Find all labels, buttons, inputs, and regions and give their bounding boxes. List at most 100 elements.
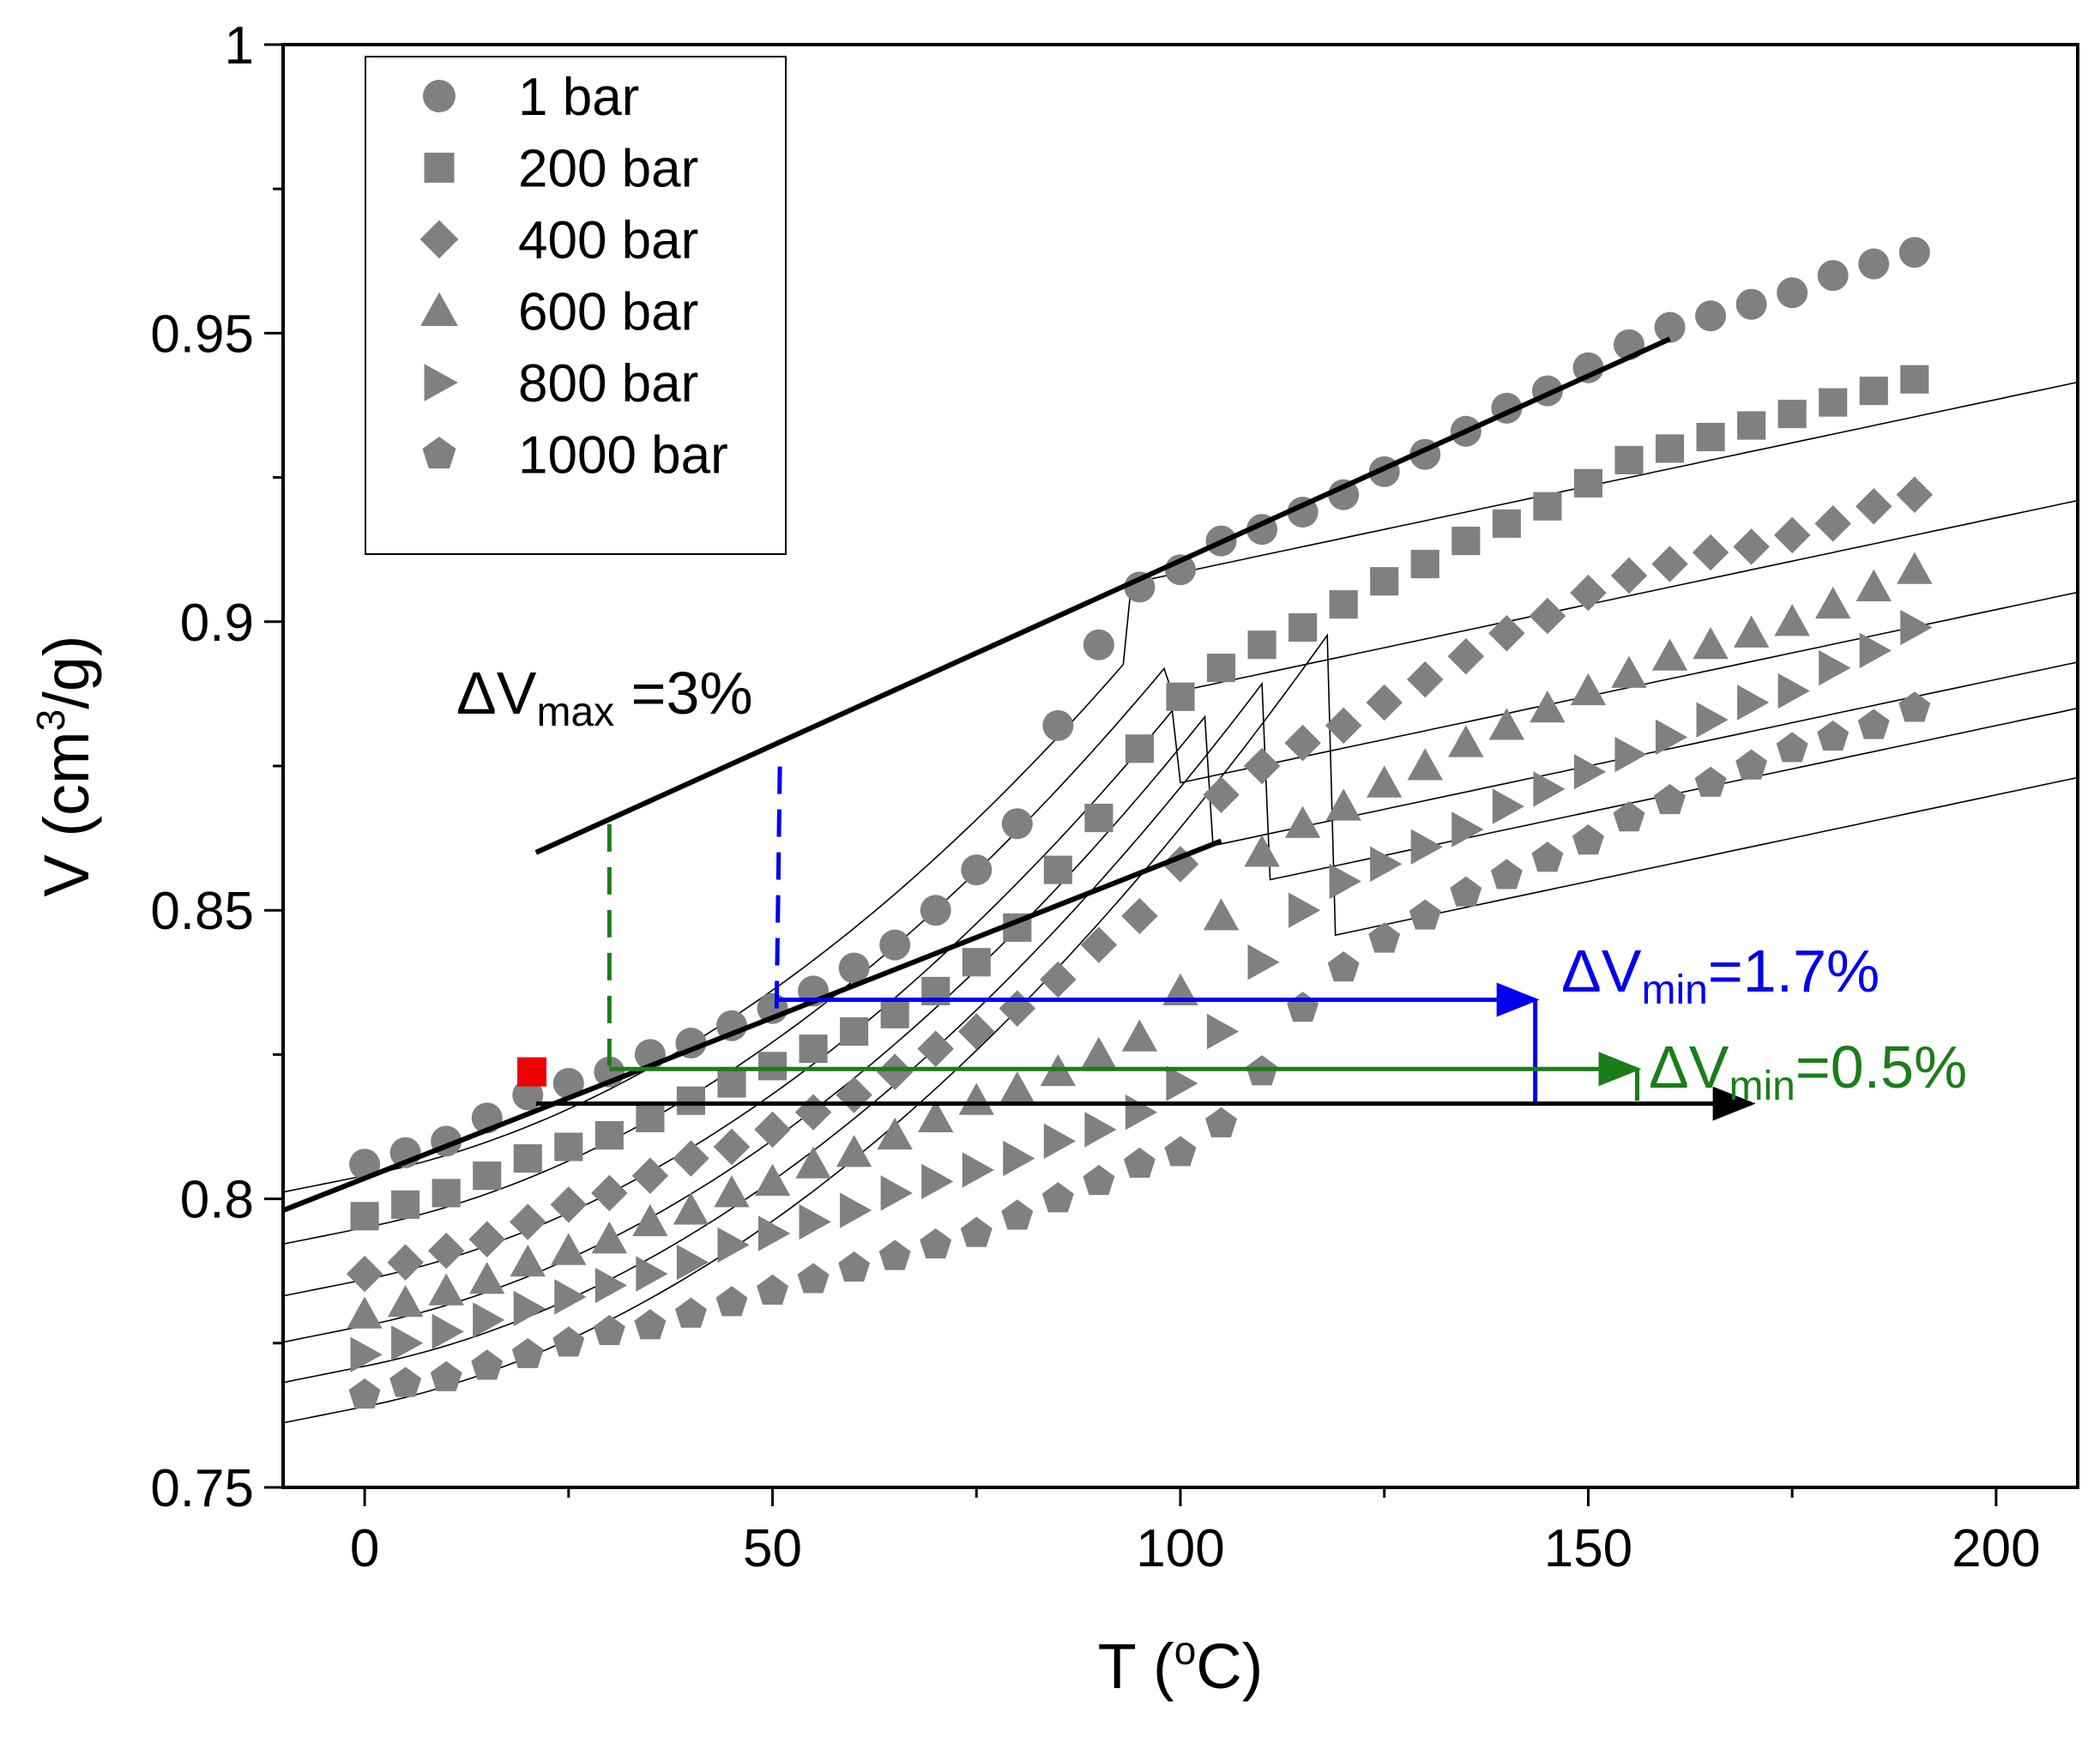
legend-marker — [423, 80, 456, 112]
data-point — [510, 1203, 546, 1240]
data-point — [1897, 552, 1933, 584]
y-axis-title: V (cm3/g) — [28, 635, 102, 896]
data-point — [1287, 992, 1319, 1022]
data-point — [428, 1273, 464, 1306]
data-point — [962, 1152, 994, 1188]
data-point — [1244, 835, 1280, 867]
legend-label: 400 bar — [518, 211, 698, 270]
data-point — [631, 1157, 669, 1194]
data-point — [1651, 638, 1688, 671]
data-point — [1370, 567, 1399, 596]
data-point — [1773, 516, 1811, 554]
delta-v-min-blue-label: ΔVmin=1.7% — [1561, 938, 1880, 1013]
legend-marker — [420, 292, 458, 326]
data-point — [1611, 655, 1647, 688]
y-tick-label: 0.95 — [150, 305, 254, 364]
data-point — [1125, 734, 1155, 763]
data-point — [1329, 590, 1358, 619]
data-markers — [346, 237, 1934, 1409]
data-point — [1570, 574, 1607, 612]
data-point — [1572, 824, 1604, 855]
data-point — [1368, 922, 1401, 953]
data-point — [350, 1202, 379, 1231]
data-point — [636, 1256, 668, 1292]
data-point — [880, 999, 909, 1028]
data-point — [838, 1251, 871, 1282]
fit-line — [283, 661, 2078, 1343]
data-point — [1040, 961, 1077, 998]
legend-label: 200 bar — [518, 140, 698, 199]
blue-dashed-line — [774, 754, 782, 1009]
data-point — [1284, 724, 1321, 762]
data-point — [1819, 649, 1851, 686]
data-point — [1247, 630, 1276, 660]
data-point — [389, 1366, 422, 1397]
data-point — [1043, 1123, 1077, 1160]
data-point — [1492, 509, 1521, 538]
data-point — [879, 929, 911, 961]
data-point — [1121, 897, 1158, 935]
data-point — [554, 1132, 583, 1161]
data-point — [1043, 855, 1072, 884]
data-point — [1859, 377, 1888, 406]
data-point — [715, 1286, 748, 1317]
data-point — [1570, 672, 1607, 706]
y-tick-label: 0.9 — [180, 594, 254, 653]
data-point — [347, 1296, 383, 1329]
data-point — [1610, 557, 1648, 594]
data-point — [840, 1016, 869, 1046]
red-square-marker — [517, 1057, 547, 1087]
data-point — [348, 1378, 381, 1409]
data-point — [1325, 707, 1362, 745]
data-point — [1166, 1065, 1198, 1101]
data-point — [1735, 288, 1767, 320]
data-point — [632, 1203, 668, 1237]
data-point — [1859, 632, 1892, 669]
legend-label: 800 bar — [518, 354, 698, 413]
data-point — [391, 1190, 420, 1219]
data-point — [1084, 1112, 1117, 1148]
data-point — [757, 1274, 789, 1305]
data-point — [1856, 569, 1892, 601]
data-point — [1776, 732, 1808, 763]
data-point — [673, 1192, 709, 1225]
data-point — [1329, 863, 1361, 900]
data-point — [836, 1135, 872, 1167]
data-point — [1203, 776, 1240, 813]
data-point — [1042, 709, 1074, 741]
data-point — [1325, 788, 1361, 821]
data-point — [1451, 811, 1484, 847]
data-point — [676, 1086, 706, 1115]
data-point — [799, 1034, 828, 1064]
data-point — [1080, 926, 1118, 963]
data-point — [1205, 1107, 1238, 1137]
data-point — [1737, 685, 1770, 721]
data-point — [880, 1175, 913, 1211]
data-point — [1166, 682, 1195, 711]
data-point — [960, 1216, 993, 1247]
data-point — [513, 1290, 546, 1327]
data-point — [757, 1052, 788, 1081]
data-point — [468, 1221, 505, 1258]
x-tick-label: 50 — [743, 1519, 802, 1578]
data-point — [794, 1094, 832, 1131]
data-point — [1123, 1147, 1156, 1178]
data-point — [717, 1069, 746, 1098]
data-point — [1533, 771, 1566, 807]
data-point — [350, 1336, 383, 1372]
data-point — [1815, 586, 1851, 619]
data-point — [1692, 534, 1729, 571]
delta-v-min-green-label: ΔVmin=0.5% — [1649, 1034, 1967, 1109]
data-point — [1733, 615, 1770, 648]
data-point — [1164, 1136, 1197, 1167]
data-point — [593, 1314, 625, 1346]
data-point — [1651, 546, 1688, 582]
data-point — [877, 1117, 913, 1150]
data-point — [999, 990, 1036, 1027]
data-point — [594, 1267, 628, 1304]
data-point — [999, 1071, 1035, 1104]
data-point — [1328, 479, 1360, 510]
fit-line — [283, 681, 2078, 1384]
data-point — [757, 1215, 791, 1251]
data-point — [591, 1174, 628, 1212]
